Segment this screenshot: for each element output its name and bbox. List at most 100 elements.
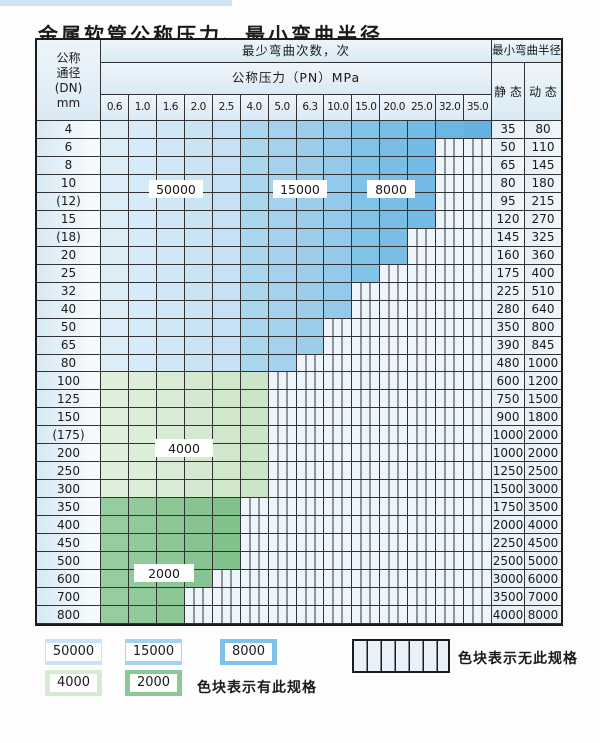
cycle-cell-colored [268, 228, 297, 247]
cycle-cell-colored [296, 156, 325, 175]
cycle-cell-no-spec [436, 156, 465, 175]
cycle-cell-no-spec [436, 552, 465, 571]
cycle-cell-colored [268, 138, 297, 157]
static-radius-cell: 390 [492, 336, 525, 355]
dynamic-radius-cell: 5000 [525, 552, 561, 571]
cycle-cell-colored [156, 354, 185, 373]
cycle-cell-no-spec [464, 192, 492, 211]
dynamic-radius-cell: 1000 [525, 354, 561, 373]
dn-cell: 400 [37, 516, 101, 535]
cycle-cell-colored [184, 354, 213, 373]
dn-cell: (18) [37, 228, 101, 247]
cycle-cell-no-spec [464, 480, 492, 499]
cycle-cell-no-spec [436, 174, 465, 193]
pressure-value-header: 5.0 [268, 95, 297, 121]
cycle-cell-colored [268, 336, 297, 355]
cycle-cell-colored [352, 138, 381, 157]
cycle-cell-no-spec [408, 444, 437, 463]
cycle-cell-no-spec [464, 336, 492, 355]
dynamic-radius-cell: 400 [525, 264, 561, 283]
legend-has-spec-text: 色块表示有此规格 [197, 680, 317, 696]
cycle-cell-colored [296, 228, 325, 247]
cycle-cell-colored [352, 264, 381, 283]
cycle-cell-colored [268, 121, 297, 139]
cycle-cell-colored [212, 246, 241, 265]
cycle-cell-colored [128, 300, 157, 319]
cycle-cell-no-spec [296, 570, 325, 589]
cycle-cell-no-spec [408, 300, 437, 319]
cycle-cell-colored [128, 480, 157, 499]
cycle-cell-no-spec [380, 390, 409, 409]
dynamic-radius-cell: 3000 [525, 480, 561, 499]
cycle-cell-colored [101, 354, 129, 373]
cycle-cell-no-spec [464, 372, 492, 391]
dn-cell: 150 [37, 408, 101, 427]
cycle-cell-colored [156, 408, 185, 427]
cycle-cell-colored [324, 264, 353, 283]
cycle-cell-colored [212, 300, 241, 319]
static-radius-cell: 1250 [492, 462, 525, 481]
cycle-cell-no-spec [352, 516, 381, 535]
cycle-cell-no-spec [296, 534, 325, 553]
cycle-cell-colored [324, 246, 353, 265]
cycle-cell-no-spec [436, 318, 465, 337]
cycle-cell-colored [352, 210, 381, 229]
cycle-cell-no-spec [464, 318, 492, 337]
cycle-cell-no-spec [464, 444, 492, 463]
dn-cell: (12) [37, 192, 101, 211]
cycle-cell-no-spec [184, 588, 213, 607]
cycle-cell-colored [240, 246, 269, 265]
legend-no-spec-swatch [352, 639, 450, 673]
static-radius-cell: 3500 [492, 588, 525, 607]
cycle-cell-no-spec [352, 462, 381, 481]
cycle-cell-colored [128, 354, 157, 373]
cycle-cell-no-spec [436, 516, 465, 535]
cycle-cell-colored [101, 498, 129, 517]
cycle-cell-no-spec [380, 264, 409, 283]
cycle-cell-colored [156, 498, 185, 517]
pressure-value-header: 6.3 [296, 95, 325, 121]
legend-swatch-label: 15000 [125, 643, 182, 661]
static-radius-cell: 3000 [492, 570, 525, 589]
cycle-cell-no-spec [436, 192, 465, 211]
cycle-cell-colored [240, 138, 269, 157]
cycle-cell-colored [240, 174, 269, 193]
cycle-cell-colored [212, 318, 241, 337]
static-radius-cell: 1500 [492, 480, 525, 499]
cycle-cell-colored [101, 174, 129, 193]
dynamic-radius-cell: 2000 [525, 426, 561, 445]
cycle-cell-no-spec [240, 498, 269, 517]
cycle-cell-colored [408, 138, 437, 157]
legend-swatch-label: 2000 [129, 674, 178, 692]
static-radius-cell: 65 [492, 156, 525, 175]
cycle-cell-colored [156, 156, 185, 175]
cycle-cell-colored [268, 300, 297, 319]
cycle-cell-colored [101, 552, 129, 571]
cycle-cell-no-spec [464, 552, 492, 571]
cycle-cell-colored [240, 156, 269, 175]
static-radius-cell: 2250 [492, 534, 525, 553]
cycle-cell-no-spec [296, 516, 325, 535]
cycle-cell-colored [212, 282, 241, 301]
cycle-cell-no-spec [408, 552, 437, 571]
static-radius-cell: 225 [492, 282, 525, 301]
cycle-cell-colored [184, 138, 213, 157]
cycle-cell-no-spec [352, 588, 381, 607]
cycle-cell-colored [268, 354, 297, 373]
cycle-cell-colored [352, 228, 381, 247]
pressure-value-header: 2.0 [184, 95, 213, 121]
cycle-cell-colored [184, 121, 213, 139]
cycle-cell-no-spec [324, 462, 353, 481]
dn-cell: 125 [37, 390, 101, 409]
cycle-cell-no-spec [296, 498, 325, 517]
cycle-cell-no-spec [436, 462, 465, 481]
legend: 50000 15000 8000 4000 2000 色块表示有此规格 色块表示无此规格 [0, 626, 600, 736]
cycle-cell-no-spec [324, 372, 353, 391]
dn-cell: 32 [37, 282, 101, 301]
cycle-cell-no-spec [464, 462, 492, 481]
cycle-cell-no-spec [464, 588, 492, 607]
dn-cell: 350 [37, 498, 101, 517]
cycle-cell-colored [324, 228, 353, 247]
cycle-cell-colored [212, 228, 241, 247]
cycle-cell-colored [240, 390, 269, 409]
